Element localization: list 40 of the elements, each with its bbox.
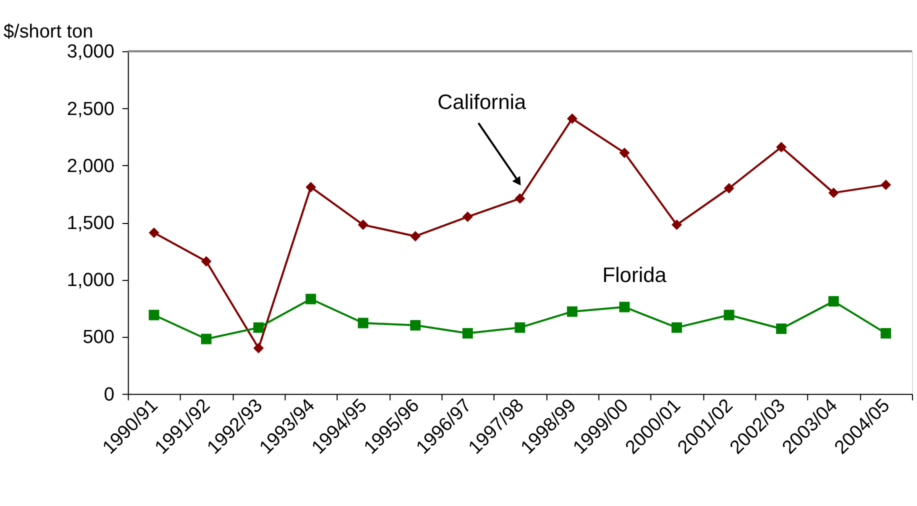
point (358, 318, 368, 328)
point (828, 296, 839, 307)
point (880, 328, 892, 339)
point (566, 306, 578, 317)
point (201, 334, 212, 344)
point (148, 310, 160, 320)
y-tick-label: 500 (82, 327, 114, 348)
point (566, 113, 578, 124)
point (672, 322, 682, 333)
series-label: Florida (602, 264, 667, 287)
point (410, 230, 421, 242)
point (306, 182, 316, 192)
y-tick-label: 1,000 (66, 270, 114, 292)
y-tick-label: 2,000 (66, 156, 114, 177)
point (148, 228, 160, 238)
point (201, 256, 212, 267)
point (828, 188, 839, 198)
point (880, 180, 892, 190)
point (514, 322, 526, 333)
y-tick-label: 1,500 (66, 213, 114, 234)
point (776, 323, 787, 334)
point (462, 328, 473, 339)
point (672, 220, 682, 230)
point (724, 183, 734, 194)
y-tick-label: 0 (104, 384, 114, 406)
series-label: California (438, 91, 526, 114)
point (619, 302, 630, 312)
point (253, 322, 264, 333)
point (306, 294, 316, 304)
point (253, 342, 264, 354)
point (514, 193, 526, 204)
y-axis-title: $/short ton (3, 22, 94, 43)
point (724, 310, 734, 320)
point (619, 148, 630, 158)
point (462, 212, 473, 222)
point (358, 220, 368, 230)
y-tick-label: 2,500 (66, 98, 114, 120)
point (410, 320, 421, 331)
point (776, 142, 787, 152)
y-tick-label: 3,000 (66, 42, 114, 63)
